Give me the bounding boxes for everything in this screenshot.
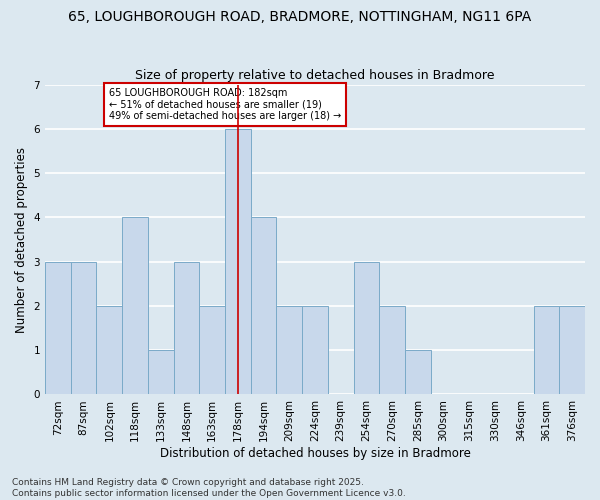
Bar: [71, 262, 97, 394]
Bar: [533, 306, 559, 394]
Bar: [353, 262, 379, 394]
Bar: [199, 306, 225, 394]
Bar: [97, 306, 122, 394]
Bar: [277, 306, 302, 394]
Text: 65 LOUGHBOROUGH ROAD: 182sqm
← 51% of detached houses are smaller (19)
49% of se: 65 LOUGHBOROUGH ROAD: 182sqm ← 51% of de…: [109, 88, 341, 122]
Bar: [251, 218, 277, 394]
Y-axis label: Number of detached properties: Number of detached properties: [15, 146, 28, 332]
X-axis label: Distribution of detached houses by size in Bradmore: Distribution of detached houses by size …: [160, 447, 470, 460]
Text: Contains HM Land Registry data © Crown copyright and database right 2025.
Contai: Contains HM Land Registry data © Crown c…: [12, 478, 406, 498]
Bar: [302, 306, 328, 394]
Title: Size of property relative to detached houses in Bradmore: Size of property relative to detached ho…: [135, 69, 495, 82]
Text: 65, LOUGHBOROUGH ROAD, BRADMORE, NOTTINGHAM, NG11 6PA: 65, LOUGHBOROUGH ROAD, BRADMORE, NOTTING…: [68, 10, 532, 24]
Bar: [148, 350, 173, 395]
Bar: [225, 129, 251, 394]
Bar: [405, 350, 431, 395]
Bar: [45, 262, 71, 394]
Bar: [559, 306, 585, 394]
Bar: [173, 262, 199, 394]
Bar: [122, 218, 148, 394]
Bar: [379, 306, 405, 394]
